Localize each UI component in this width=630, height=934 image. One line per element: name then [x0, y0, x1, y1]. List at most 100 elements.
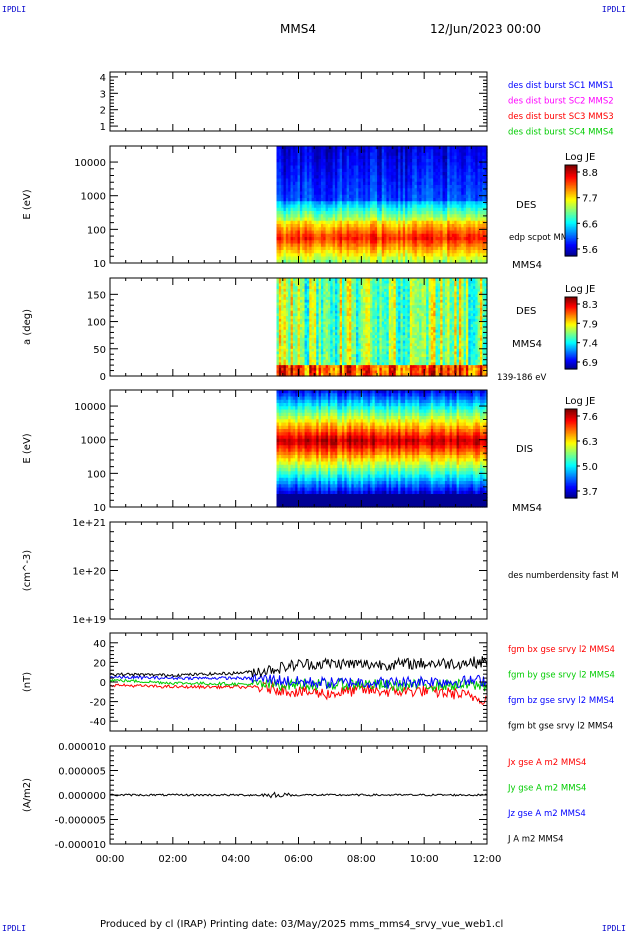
colorbar-tick: 7.9 [582, 319, 598, 330]
ytick-label: 150 [87, 290, 106, 301]
colorbar-tick: 8.3 [582, 300, 598, 311]
corner-label-bottom-right: IPDLI [601, 924, 626, 933]
heatmap-des-energy [276, 146, 488, 264]
datetime-title: 12/Jun/2023 00:00 [430, 22, 542, 36]
ylabel-current: (A/m2) [22, 778, 33, 812]
side-label: DIS [516, 444, 533, 455]
panel-sc-coverage: 1 2 3 4 des dist burst SC1 MMS1 des dist burs… [100, 71, 614, 138]
legend-entry: fgm by gse srvy l2 MMS4 [508, 671, 615, 681]
ylabel-density: (cm^-3) [22, 550, 33, 591]
corner-label-bottom-left: IPDLI [2, 924, 27, 933]
side-label: 139-186 eV [497, 373, 546, 383]
ytick-label: 0.000010 [58, 742, 106, 753]
panel-density: 1e+19 1e+20 1e+21 (cm^-3) des numberdensity … [22, 518, 619, 626]
panel-current: -0.000010 -0.000005 0.000000 0.000005 0.0000… [22, 742, 586, 851]
ytick-label: 3 [100, 89, 106, 100]
legend-entry: des dist burst SC4 MMS4 [508, 128, 614, 138]
xtick-label: 12:00 [473, 854, 502, 865]
ytick-label: -0.000005 [55, 816, 106, 827]
panel-fgm: -40 -20 0 20 40 (nT) fgm bx gse srvy l2 MMS4 fg… [22, 632, 615, 732]
corner-label-top-right: IPDLI [601, 5, 626, 14]
legend-entry: des dist burst SC2 MMS2 [508, 97, 614, 107]
x-axis: 00:00 02:00 04:00 06:00 08:00 10:00 12:00 [96, 854, 502, 865]
colorbar-title: Log JE [565, 152, 595, 163]
ytick-label: 10 [93, 503, 106, 514]
legend-entry: J A m2 MMS4 [507, 835, 564, 845]
xtick-label: 10:00 [410, 854, 439, 865]
series-bz [109, 673, 488, 690]
xtick-label: 06:00 [284, 854, 313, 865]
ytick-label: 100 [87, 318, 106, 329]
legend-entry: des numberdensity fast M [508, 571, 619, 581]
panel-dis-energy: 10 100 1000 10000 E (eV) DIS MMS4 Log JE 7.6 6.3 5… [22, 389, 598, 514]
legend-entry: fgm bz gse srvy l2 MMS4 [508, 696, 614, 706]
ytick-label: 0.000000 [58, 791, 106, 802]
colorbar-tick: 6.6 [582, 219, 598, 230]
ytick-label: 50 [93, 345, 106, 356]
ytick-label: 10 [93, 259, 106, 270]
legend-entry: des dist burst SC3 MMS3 [508, 112, 614, 122]
side-label: DES [516, 306, 536, 317]
frame-current [109, 745, 488, 845]
xtick-label: 04:00 [221, 854, 250, 865]
frame-density [109, 521, 488, 620]
heatmap-dis-energy [276, 390, 488, 508]
colorbar-des-energy: Log JE 8.8 7.7 6.6 5.6 [564, 152, 598, 257]
colorbar-des-pitch: Log JE 8.3 7.9 7.4 6.9 [564, 284, 598, 370]
legend-entry: fgm bx gse srvy l2 MMS4 [508, 645, 615, 655]
colorbar-tick: 7.4 [582, 339, 598, 350]
heatmap-des-pitch [276, 278, 488, 377]
footer-credit: Produced by cl (IRAP) Printing date: 03/… [100, 919, 504, 930]
colorbar-dis-energy: Log JE 7.6 6.3 5.0 3.7 [564, 396, 598, 499]
panel-des-pitch: 0 50 100 150 a (deg) DES MMS4 139-186 eV Log JE 8… [22, 277, 598, 383]
ytick-label: 100 [87, 225, 106, 236]
xtick-label: 02:00 [158, 854, 187, 865]
colorbar-title: Log JE [565, 396, 595, 407]
ytick-label: 0.000005 [58, 767, 106, 778]
series-bx [109, 680, 488, 705]
spacecraft-title: MMS4 [280, 22, 316, 36]
ytick-label: 20 [93, 658, 106, 669]
colorbar-tick: 5.6 [582, 245, 598, 256]
legend-entry: Jy gse A m2 MMS4 [507, 784, 586, 794]
ylabel-des-pitch: a (deg) [22, 309, 33, 345]
ytick-label: -0.000010 [55, 840, 106, 851]
ylabel-dis-energy: E (eV) [22, 433, 33, 463]
frame-sc-coverage [109, 71, 488, 132]
colorbar-tick: 6.3 [582, 437, 598, 448]
colorbar-tick: 3.7 [582, 487, 598, 498]
ytick-label: -40 [90, 717, 106, 728]
colorbar-tick: 7.7 [582, 194, 598, 205]
colorbar-tick: 6.9 [582, 358, 598, 369]
ytick-label: 10000 [74, 402, 106, 413]
ytick-label: 1 [100, 122, 106, 133]
colorbar-tick: 5.0 [582, 462, 598, 473]
side-label: DES [516, 200, 536, 211]
side-label: edp scpot MMS4 [509, 233, 579, 243]
ytick-label: -20 [90, 698, 106, 709]
ytick-label: 2 [100, 106, 106, 117]
series-bt [109, 656, 488, 678]
colorbar-tick: 8.8 [582, 168, 598, 179]
series-j [109, 791, 488, 799]
ytick-label: 0 [100, 372, 106, 383]
panel-des-energy: 10 100 1000 10000 E (eV) DES edp scpot MMS4 MMS… [22, 145, 598, 271]
xtick-label: 08:00 [347, 854, 376, 865]
xtick-label: 00:00 [96, 854, 125, 865]
ylabel-fgm: (nT) [22, 672, 33, 692]
legend-entry: des dist burst SC1 MMS1 [508, 81, 614, 91]
ytick-label: 100 [87, 469, 106, 480]
side-label: MMS4 [512, 260, 542, 271]
ytick-label: 1000 [81, 436, 106, 447]
legend-entry: fgm bt gse srvy l2 MMS4 [508, 722, 613, 732]
ytick-label: 1e+21 [72, 518, 106, 529]
ytick-label: 4 [100, 73, 106, 84]
side-label: MMS4 [512, 503, 542, 514]
colorbar-title: Log JE [565, 284, 595, 295]
ytick-label: 0 [100, 678, 106, 689]
legend-entry: Jx gse A m2 MMS4 [507, 758, 586, 768]
ytick-label: 10000 [74, 158, 106, 169]
legend-entry: Jz gse A m2 MMS4 [507, 809, 586, 819]
corner-label-top-left: IPDLI [2, 5, 27, 14]
